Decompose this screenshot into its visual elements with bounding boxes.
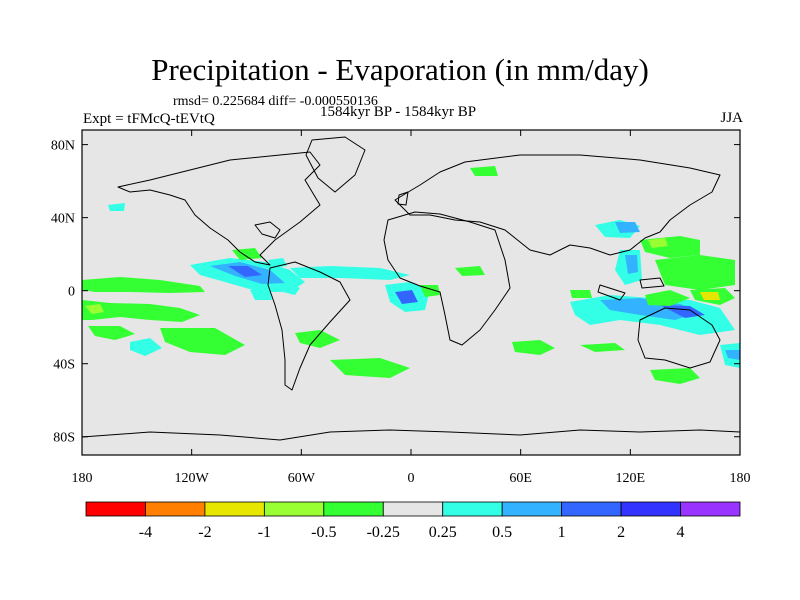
colorbar-label: -4 <box>139 524 152 541</box>
colorbar-box <box>561 501 622 517</box>
anomaly-patch <box>648 238 668 248</box>
anomaly-patch <box>108 203 125 211</box>
anomaly-patches-west-pacific <box>82 203 245 356</box>
colorbar-label: -0.5 <box>311 524 336 541</box>
coastline <box>637 307 721 369</box>
coastline <box>397 191 409 206</box>
coastline <box>267 261 351 391</box>
colorbar-label: -0.25 <box>367 524 400 541</box>
coastline <box>639 277 665 289</box>
period-label: 1584kyr BP - 1584kyr BP <box>320 104 477 120</box>
anomaly-patches-maritime-continent <box>615 236 740 384</box>
anomaly-patch <box>228 266 262 277</box>
coastline <box>597 284 626 301</box>
anomaly-patch <box>645 290 690 306</box>
colorbar-box <box>85 501 146 517</box>
lat-tick-label: 0 <box>68 285 75 300</box>
anomaly-patch <box>512 340 555 355</box>
lat-tick-label: 40S <box>53 358 75 373</box>
anomaly-patch <box>85 304 104 314</box>
colorbar-box <box>145 501 206 517</box>
lon-tick-label: 120E <box>616 471 646 486</box>
lon-tick-label: 60E <box>509 471 532 486</box>
anomaly-patch <box>82 277 205 293</box>
lat-tick-label: 80N <box>51 139 75 154</box>
coastline <box>254 221 281 239</box>
anomaly-patch <box>395 290 418 304</box>
anomaly-patch <box>250 290 272 300</box>
anomaly-patch <box>290 266 410 280</box>
lon-tick-label: 180 <box>730 471 751 486</box>
anomaly-patch <box>455 266 485 276</box>
lon-tick-label: 180 <box>72 471 93 486</box>
anomaly-patches-indian-ocean <box>570 220 735 352</box>
anomaly-patch <box>700 292 720 300</box>
colorbar-box <box>263 501 325 517</box>
colorbar-box <box>323 501 384 517</box>
coastlines <box>82 136 740 441</box>
anomaly-patch <box>283 282 300 295</box>
lon-tick-label: 120W <box>175 471 210 486</box>
anomaly-patch <box>470 166 498 176</box>
colorbar-label: 1 <box>558 524 566 541</box>
colorbar-label: 4 <box>677 524 685 541</box>
anomaly-patch <box>160 328 245 355</box>
experiment-label: Expt = tFMcQ-tEVtQ <box>83 111 215 127</box>
anomaly-patch <box>625 255 638 274</box>
colorbar-label: -1 <box>258 524 271 541</box>
lat-tick-label: 40N <box>51 212 75 227</box>
anomaly-patch <box>580 343 625 352</box>
anomaly-patch <box>650 368 700 384</box>
lon-tick-label: 60W <box>288 471 316 486</box>
colorbar-label: -2 <box>198 524 211 541</box>
colorbar-box <box>442 501 503 517</box>
colorbar-box <box>680 501 741 517</box>
anomaly-patch <box>82 300 200 322</box>
colorbar-label: 0.5 <box>492 524 512 541</box>
anomaly-patch <box>570 290 592 298</box>
colorbar-label: 2 <box>617 524 625 541</box>
anomaly-patch <box>130 338 162 356</box>
coastline <box>117 151 321 266</box>
coastline <box>383 211 511 346</box>
colorbar-box <box>204 501 265 517</box>
stats-text: rmsd= 0.225684 diff= -0.000550136 <box>173 94 378 109</box>
lon-tick-label: 0 <box>408 471 415 486</box>
colorbar-label: 0.25 <box>429 524 457 541</box>
map-axes: 180 120W 60W 0 60E 120E 180 80N 40N 0 40S 80S <box>51 130 751 486</box>
anomaly-patch <box>330 358 410 378</box>
coastline <box>305 136 366 193</box>
anomaly-patch <box>615 222 640 233</box>
anomaly-field <box>82 166 740 384</box>
season-label: JJA <box>720 110 743 126</box>
coastline <box>82 429 740 441</box>
colorbar: -4 -2 -1 -0.5 -0.25 0.25 0.5 1 2 4 <box>85 501 741 541</box>
coastline <box>394 154 721 256</box>
map-title: Precipitation - Evaporation (in mm/day) <box>151 52 649 87</box>
colorbar-box <box>501 501 563 517</box>
anomaly-patch <box>725 350 740 360</box>
anomaly-patches-atlantic <box>268 166 555 355</box>
anomaly-patch <box>88 326 135 340</box>
colorbar-box <box>382 501 444 517</box>
anomaly-patch <box>655 255 735 290</box>
lat-tick-label: 80S <box>53 431 75 446</box>
colorbar-box <box>620 501 681 517</box>
anomaly-patch <box>295 330 340 348</box>
